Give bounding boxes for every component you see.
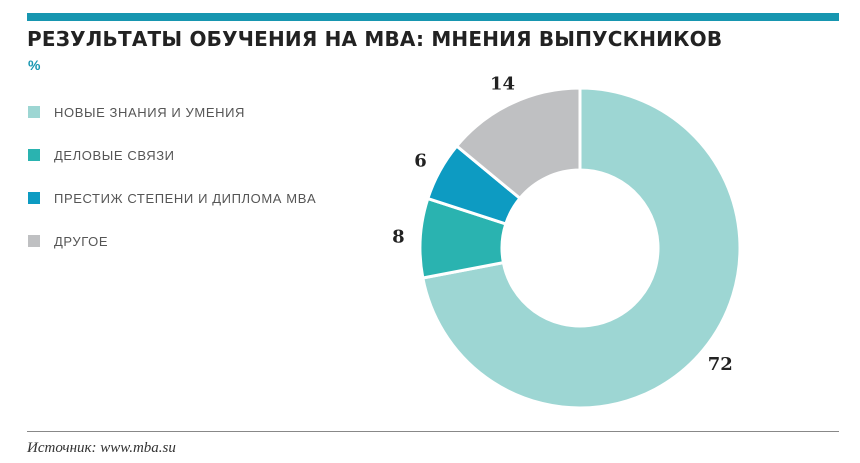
legend: НОВЫЕ ЗНАНИЯ И УМЕНИЯ ДЕЛОВЫЕ СВЯЗИ ПРЕС… [28, 103, 316, 275]
legend-swatch [28, 106, 40, 118]
legend-label: ДРУГОЕ [54, 233, 109, 249]
legend-swatch [28, 235, 40, 247]
unit-label: % [28, 57, 41, 73]
chart-title: РЕЗУЛЬТАТЫ ОБУЧЕНИЯ НА MBA: МНЕНИЯ ВЫПУС… [27, 27, 723, 51]
source-note: Источник: www.mba.su [27, 440, 176, 456]
footer-divider [27, 431, 839, 432]
legend-item-new-knowledge: НОВЫЕ ЗНАНИЯ И УМЕНИЯ [28, 103, 316, 121]
data-label-new-knowledge: 72 [708, 354, 733, 375]
legend-item-other: ДРУГОЕ [28, 232, 316, 250]
top-accent-bar [27, 13, 839, 21]
legend-item-prestige: ПРЕСТИЖ СТЕПЕНИ И ДИПЛОМА MBA [28, 189, 316, 207]
data-label-business-connections: 8 [392, 227, 405, 248]
legend-label: ПРЕСТИЖ СТЕПЕНИ И ДИПЛОМА MBA [54, 190, 317, 206]
legend-label: ДЕЛОВЫЕ СВЯЗИ [54, 147, 175, 163]
legend-label: НОВЫЕ ЗНАНИЯ И УМЕНИЯ [54, 104, 246, 120]
legend-swatch [28, 149, 40, 161]
donut-slice-other [454, 86, 582, 201]
legend-item-business-connections: ДЕЛОВЫЕ СВЯЗИ [28, 146, 316, 164]
donut-slice-new-knowledge [421, 86, 742, 410]
legend-swatch [28, 192, 40, 204]
data-label-prestige: 6 [414, 150, 427, 171]
data-label-other: 14 [490, 73, 515, 94]
